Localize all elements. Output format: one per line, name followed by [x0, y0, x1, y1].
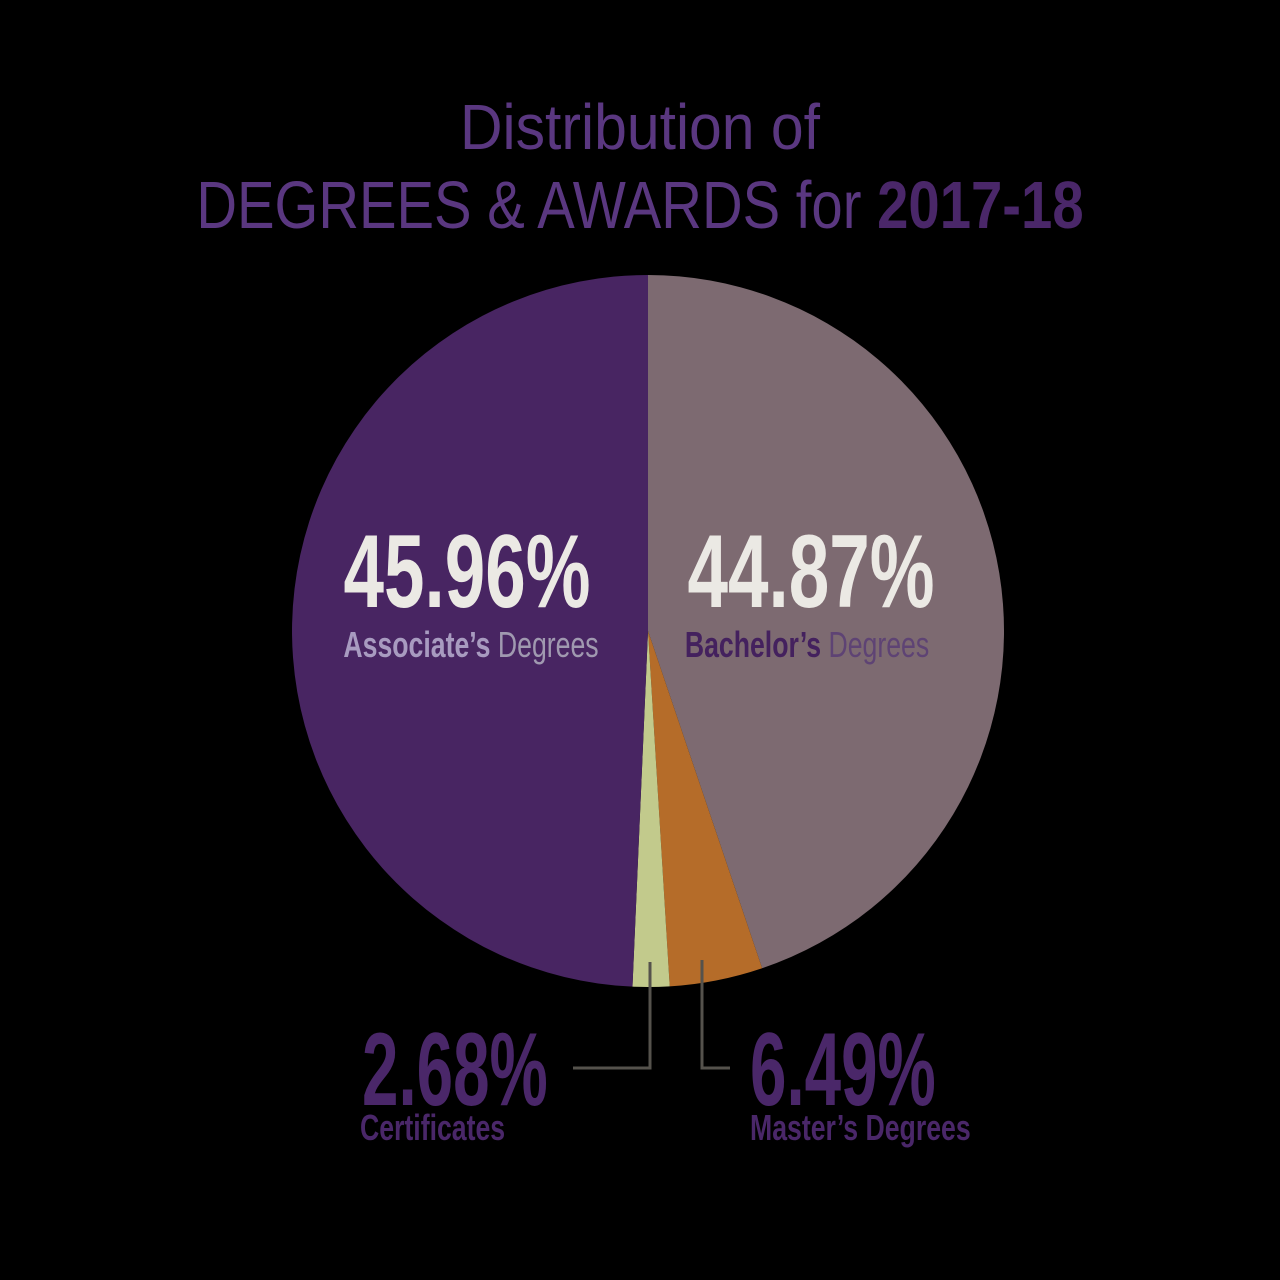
masters-name-label: Master’s Degrees	[750, 1107, 971, 1148]
pie-slice-associates	[292, 275, 648, 987]
title-text-line2-main: DEGREES & AWARDS for	[196, 168, 878, 243]
bachelors-name-rest: Degrees	[821, 624, 930, 665]
pie-slices	[292, 275, 1005, 988]
certificates-name-label: Certificates	[360, 1107, 506, 1148]
leader-line-certificates	[573, 962, 652, 1070]
masters-percent-label: 6.49%	[750, 1012, 936, 1128]
title-text-line1: Distribution of	[460, 91, 820, 163]
bachelors-percent-label: 44.87%	[687, 514, 935, 630]
bachelors-name-label: Bachelor’s Degrees	[685, 627, 929, 663]
chart-title-line1: Distribution of	[51, 95, 1229, 159]
leader-line-masters	[700, 960, 730, 1070]
pie-slice-masters	[648, 631, 763, 987]
title-text-line2-year: 2017-18	[877, 168, 1084, 243]
associates-name-bold: Associate’s	[343, 624, 491, 665]
associates-percent-label: 45.96%	[343, 514, 591, 630]
bachelors-name-bold: Bachelor’s	[684, 624, 822, 665]
pie-slice-bachelors	[648, 275, 1005, 969]
associates-name-rest: Degrees	[490, 624, 599, 665]
chart-title-line2: DEGREES & AWARDS for 2017-18	[102, 172, 1177, 239]
chart-title: Distribution of DEGREES & AWARDS for 201…	[0, 95, 1280, 239]
certificates-percent-label: 2.68%	[362, 1012, 548, 1128]
associates-name-label: Associate’s Degrees	[343, 627, 598, 663]
pie-slice-certificates	[632, 631, 670, 988]
